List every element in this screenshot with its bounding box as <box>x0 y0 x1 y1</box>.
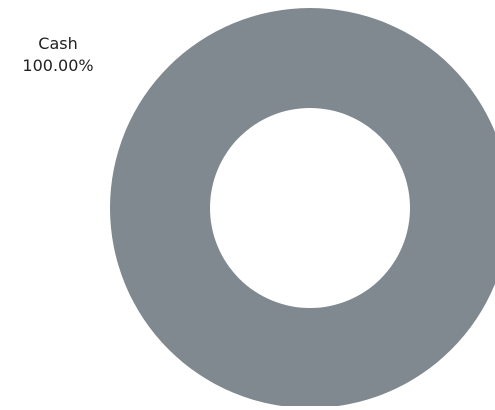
donut-slice-cash <box>110 8 495 408</box>
slice-label-cash: Cash 100.00% <box>18 33 98 77</box>
slice-label-name: Cash <box>38 34 78 53</box>
slice-label-percent: 100.00% <box>22 56 94 75</box>
